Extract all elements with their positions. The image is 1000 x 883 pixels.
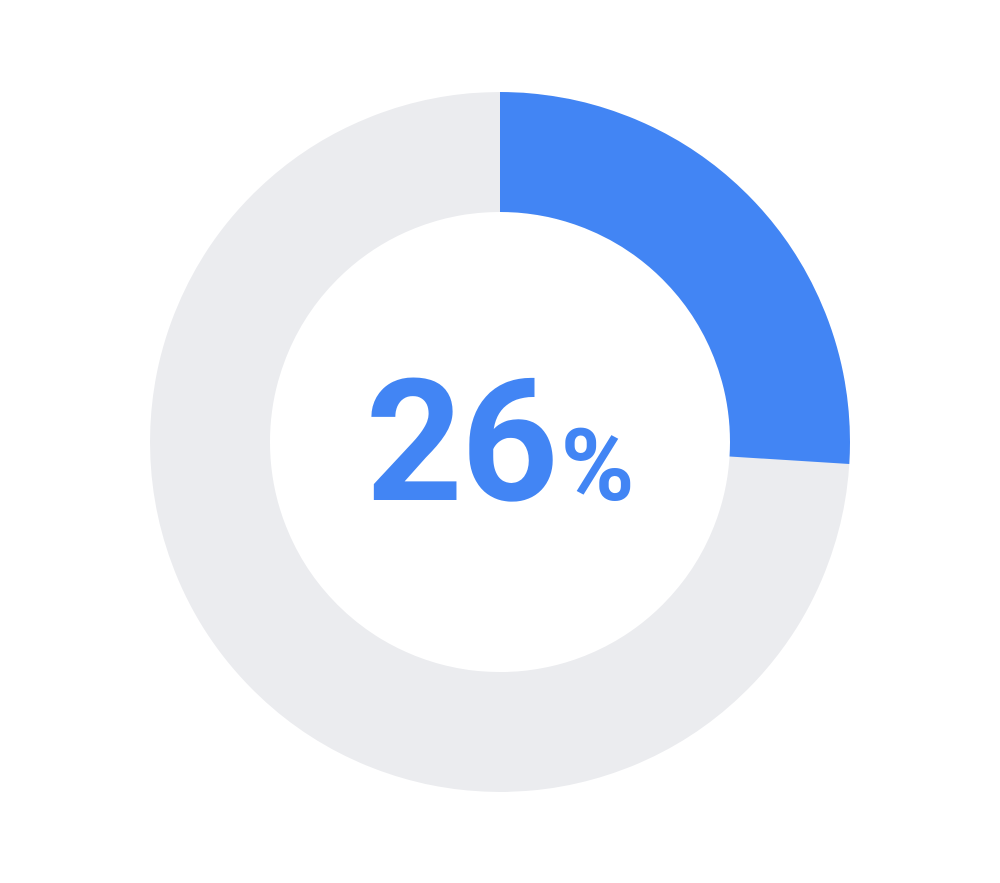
donut-value: 26 bbox=[365, 357, 556, 527]
donut-center-label: 26 % bbox=[365, 357, 634, 527]
donut-suffix: % bbox=[561, 417, 635, 517]
donut-chart: 26 % bbox=[150, 92, 850, 792]
